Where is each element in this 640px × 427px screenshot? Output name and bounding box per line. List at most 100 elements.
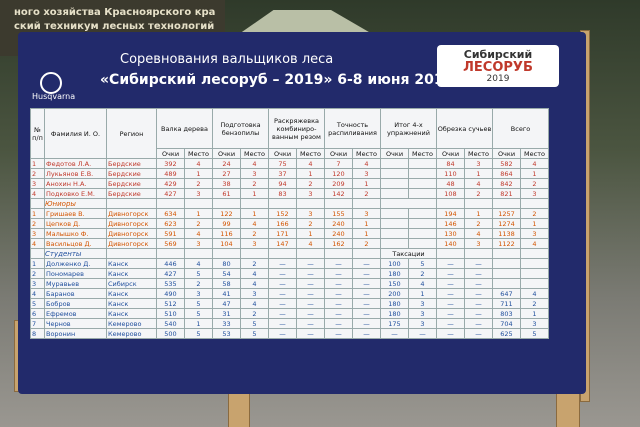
cell: 2 [296, 218, 325, 229]
cell: 120 [324, 168, 353, 179]
column-header: № п/п [30, 108, 45, 159]
cell: — [436, 328, 465, 339]
cell: 110 [436, 168, 465, 179]
subheader: Очки [324, 148, 353, 159]
sign-line: ного хозяйства Красноярского кра [14, 7, 216, 18]
cell: 490 [156, 288, 185, 299]
cell: 704 [492, 318, 521, 329]
cell: 1122 [492, 238, 521, 249]
cell: 147 [268, 238, 297, 249]
empty-cell [520, 198, 549, 209]
empty-cell [520, 258, 549, 269]
cell: 1 [464, 208, 493, 219]
table-row: 3 Анохин Н.А. Бердские 429 2 38 2 94 2 209 1 48 4 842… [30, 178, 549, 189]
cell: Канск [106, 298, 157, 309]
cell: 171 [268, 228, 297, 239]
cell: 1 [296, 228, 325, 239]
cell: 4 [30, 188, 45, 199]
empty-cell [380, 228, 409, 239]
cell: 1 [240, 188, 269, 199]
cell: 24 [212, 158, 241, 169]
cell: — [464, 288, 493, 299]
cell: Кемерово [106, 318, 157, 329]
cell: 27 [212, 168, 241, 179]
cell: 175 [380, 318, 409, 329]
cell: Дивногорск [106, 218, 157, 229]
cell: 180 [380, 298, 409, 309]
cell: 53 [212, 328, 241, 339]
cell: — [464, 308, 493, 319]
cell: — [436, 268, 465, 279]
empty-cell [324, 198, 353, 209]
cell: 83 [268, 188, 297, 199]
cell: 3 [352, 208, 381, 219]
cell: — [268, 268, 297, 279]
cell: 4 [520, 158, 549, 169]
subheader: Место [408, 148, 437, 159]
group-heading: Студенты [44, 248, 107, 259]
cell: — [352, 288, 381, 299]
cell: Пономарев [44, 268, 107, 279]
empty-cell [268, 248, 297, 259]
cell: 3 [408, 308, 437, 319]
cell: — [436, 288, 465, 299]
cell: 512 [156, 298, 185, 309]
cell: — [464, 278, 493, 289]
column-header: Точность распиливания [324, 108, 381, 149]
column-header: Валка дерева [156, 108, 213, 149]
cell: 3 [408, 318, 437, 329]
cell: Малышко Ф. [44, 228, 107, 239]
cell: 2 [184, 278, 213, 289]
cell: — [408, 328, 437, 339]
cell: 84 [436, 158, 465, 169]
cell: 582 [492, 158, 521, 169]
event-logo: Сибирский ЛЕСОРУБ 2019 [437, 45, 559, 87]
cell: 5 [240, 328, 269, 339]
cell: 3 [240, 288, 269, 299]
cell: 2 [408, 268, 437, 279]
cell: Канск [106, 308, 157, 319]
cell: 2 [30, 168, 45, 179]
cell: — [324, 288, 353, 299]
subheader: Место [464, 148, 493, 159]
table-row: 6 Ефремов Канск 510 5 31 2— — — —180 3— —803 1 [30, 308, 549, 319]
cell: 2 [184, 218, 213, 229]
table-row: Студенты Таксации [30, 248, 549, 259]
cell: — [464, 318, 493, 329]
cell: 5 [408, 258, 437, 269]
empty-cell [106, 248, 157, 259]
cell: Сибирск [106, 278, 157, 289]
cell: 194 [436, 208, 465, 219]
cell: 31 [212, 308, 241, 319]
subheader: Очки [268, 148, 297, 159]
cell: — [352, 268, 381, 279]
cell: — [268, 308, 297, 319]
cell: 41 [212, 288, 241, 299]
column-header: Раскряжевка комбиниро-ванным резом [268, 108, 325, 149]
cell: 4 [240, 218, 269, 229]
cell: Бердские [106, 178, 157, 189]
empty-cell [30, 248, 45, 259]
cell: 48 [436, 178, 465, 189]
cell: 240 [324, 228, 353, 239]
cell: 4 [296, 238, 325, 249]
empty-cell [240, 198, 269, 209]
column-header: Регион [106, 108, 157, 159]
cell: — [268, 278, 297, 289]
cell: 821 [492, 188, 521, 199]
cell: 162 [324, 238, 353, 249]
empty-cell [464, 248, 493, 259]
cell: 2 [520, 298, 549, 309]
cell: 1 [30, 258, 45, 269]
cell: — [296, 308, 325, 319]
cell: 4 [240, 298, 269, 309]
banner-title: Соревнования вальщиков леса [120, 52, 334, 67]
cell: 2 [184, 178, 213, 189]
empty-cell [184, 198, 213, 209]
cell: 3 [184, 238, 213, 249]
cell: 500 [156, 328, 185, 339]
cell: 1 [352, 228, 381, 239]
cell: — [352, 318, 381, 329]
cell: Лукьянов Е.В. [44, 168, 107, 179]
